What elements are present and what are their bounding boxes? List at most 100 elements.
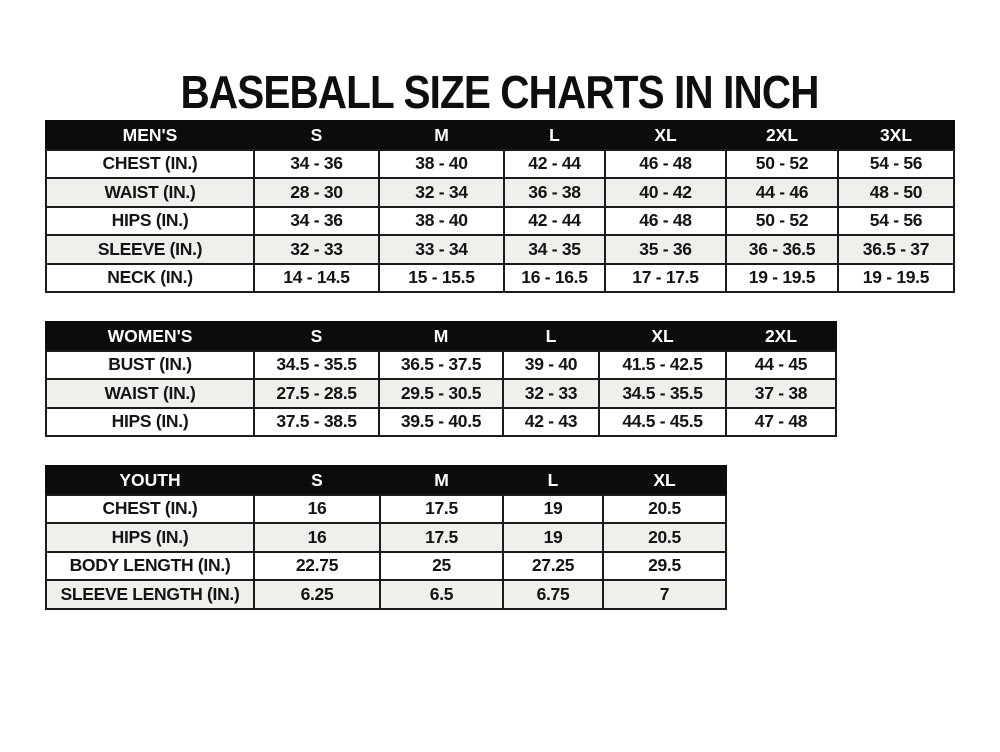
size-value-cell: 19 - 19.5	[837, 262, 955, 293]
measurement-row-label: HIPS (IN.)	[45, 522, 255, 553]
size-value-cell: 17.5	[379, 493, 504, 524]
size-value-cell: 36 - 38	[503, 177, 606, 208]
youth-size-column-header: M	[379, 465, 504, 496]
womens-table-title: WOMEN'S	[45, 321, 255, 352]
youth-table-row: SLEEVE LENGTH (IN.) 6.25 6.5 6.75 7	[45, 579, 727, 610]
youth-table-row: HIPS (IN.) 16 17.5 19 20.5	[45, 522, 727, 553]
size-value-cell: 39.5 - 40.5	[378, 406, 504, 437]
mens-table-row: CHEST (IN.) 34 - 36 38 - 40 42 - 44 46 - 48 5…	[45, 148, 955, 179]
size-value-cell: 46 - 48	[604, 205, 727, 236]
womens-size-column-header: M	[378, 321, 504, 352]
size-value-cell: 37 - 38	[725, 378, 837, 409]
size-value-cell: 29.5 - 30.5	[378, 378, 504, 409]
youth-header-row: YOUTH S M L XL	[45, 465, 727, 496]
size-value-cell: 14 - 14.5	[253, 262, 380, 293]
size-value-cell: 27.5 - 28.5	[253, 378, 380, 409]
mens-size-table: MEN'S S M L XL 2XL 3XL CHEST (IN.) 34 - 36 38 - 4…	[45, 120, 955, 293]
size-value-cell: 42 - 44	[503, 148, 606, 179]
womens-size-table: WOMEN'S S M L XL 2XL BUST (IN.) 34.5 - 35.5 36.5…	[45, 321, 837, 437]
size-value-cell: 35 - 36	[604, 234, 727, 265]
size-value-cell: 20.5	[602, 493, 727, 524]
mens-size-column-header: XL	[604, 120, 727, 151]
measurement-row-label: CHEST (IN.)	[45, 148, 255, 179]
size-value-cell: 44 - 46	[725, 177, 839, 208]
size-value-cell: 41.5 - 42.5	[598, 349, 727, 380]
size-value-cell: 39 - 40	[502, 349, 600, 380]
size-value-cell: 46 - 48	[604, 148, 727, 179]
mens-size-column-header: 2XL	[725, 120, 839, 151]
size-value-cell: 36.5 - 37.5	[378, 349, 504, 380]
size-value-cell: 7	[602, 579, 727, 610]
title-area: BASEBALL SIZE CHARTS IN INCH	[0, 0, 1000, 120]
mens-table-row: SLEEVE (IN.) 32 - 33 33 - 34 34 - 35 35 - 36…	[45, 234, 955, 265]
mens-size-column-header: S	[253, 120, 380, 151]
measurement-row-label: NECK (IN.)	[45, 262, 255, 293]
size-value-cell: 34 - 35	[503, 234, 606, 265]
size-value-cell: 17.5	[379, 522, 504, 553]
womens-table-row: WAIST (IN.) 27.5 - 28.5 29.5 - 30.5 32 - 33…	[45, 378, 837, 409]
size-value-cell: 15 - 15.5	[378, 262, 505, 293]
measurement-row-label: HIPS (IN.)	[45, 205, 255, 236]
womens-header-row: WOMEN'S S M L XL 2XL	[45, 321, 837, 352]
measurement-row-label: SLEEVE (IN.)	[45, 234, 255, 265]
womens-size-column-header: L	[502, 321, 600, 352]
measurement-row-label: WAIST (IN.)	[45, 177, 255, 208]
size-value-cell: 32 - 33	[253, 234, 380, 265]
measurement-row-label: HIPS (IN.)	[45, 406, 255, 437]
size-value-cell: 44 - 45	[725, 349, 837, 380]
measurement-row-label: SLEEVE LENGTH (IN.)	[45, 579, 255, 610]
size-value-cell: 34 - 36	[253, 148, 380, 179]
size-value-cell: 34 - 36	[253, 205, 380, 236]
size-value-cell: 33 - 34	[378, 234, 505, 265]
tables-area: MEN'S S M L XL 2XL 3XL CHEST (IN.) 34 - 36 38 - 4…	[45, 120, 1000, 610]
size-value-cell: 54 - 56	[837, 205, 955, 236]
size-value-cell: 22.75	[253, 550, 381, 581]
size-value-cell: 54 - 56	[837, 148, 955, 179]
size-value-cell: 50 - 52	[725, 148, 839, 179]
size-value-cell: 27.25	[502, 550, 604, 581]
mens-table-title: MEN'S	[45, 120, 255, 151]
mens-table-row: NECK (IN.) 14 - 14.5 15 - 15.5 16 - 16.5 17 …	[45, 262, 955, 293]
youth-table-row: BODY LENGTH (IN.) 22.75 25 27.25 29.5	[45, 550, 727, 581]
size-value-cell: 42 - 43	[502, 406, 600, 437]
size-value-cell: 48 - 50	[837, 177, 955, 208]
youth-table-title: YOUTH	[45, 465, 255, 496]
size-value-cell: 38 - 40	[378, 148, 505, 179]
size-value-cell: 19	[502, 522, 604, 553]
measurement-row-label: BODY LENGTH (IN.)	[45, 550, 255, 581]
size-value-cell: 32 - 34	[378, 177, 505, 208]
youth-size-column-header: L	[502, 465, 604, 496]
size-value-cell: 47 - 48	[725, 406, 837, 437]
size-value-cell: 19 - 19.5	[725, 262, 839, 293]
mens-table-row: WAIST (IN.) 28 - 30 32 - 34 36 - 38 40 - 42 4…	[45, 177, 955, 208]
womens-size-column-header: S	[253, 321, 380, 352]
size-value-cell: 6.75	[502, 579, 604, 610]
size-value-cell: 6.5	[379, 579, 504, 610]
womens-table-row: HIPS (IN.) 37.5 - 38.5 39.5 - 40.5 42 - 43 4…	[45, 406, 837, 437]
measurement-row-label: BUST (IN.)	[45, 349, 255, 380]
youth-table-row: CHEST (IN.) 16 17.5 19 20.5	[45, 493, 727, 524]
mens-size-column-header: L	[503, 120, 606, 151]
size-value-cell: 17 - 17.5	[604, 262, 727, 293]
measurement-row-label: CHEST (IN.)	[45, 493, 255, 524]
mens-size-column-header: M	[378, 120, 505, 151]
size-value-cell: 20.5	[602, 522, 727, 553]
page-title: BASEBALL SIZE CHARTS IN INCH	[180, 66, 820, 118]
size-value-cell: 34.5 - 35.5	[253, 349, 380, 380]
size-value-cell: 38 - 40	[378, 205, 505, 236]
youth-size-column-header: S	[253, 465, 381, 496]
mens-header-row: MEN'S S M L XL 2XL 3XL	[45, 120, 955, 151]
womens-table-row: BUST (IN.) 34.5 - 35.5 36.5 - 37.5 39 - 40 4…	[45, 349, 837, 380]
size-value-cell: 36 - 36.5	[725, 234, 839, 265]
womens-size-column-header: 2XL	[725, 321, 837, 352]
size-value-cell: 40 - 42	[604, 177, 727, 208]
youth-size-table: YOUTH S M L XL CHEST (IN.) 16 17.5 19 20.5 HIPS (I…	[45, 465, 727, 610]
size-value-cell: 16	[253, 522, 381, 553]
size-value-cell: 37.5 - 38.5	[253, 406, 380, 437]
size-value-cell: 19	[502, 493, 604, 524]
mens-size-column-header: 3XL	[837, 120, 955, 151]
size-value-cell: 29.5	[602, 550, 727, 581]
size-value-cell: 25	[379, 550, 504, 581]
size-value-cell: 16 - 16.5	[503, 262, 606, 293]
